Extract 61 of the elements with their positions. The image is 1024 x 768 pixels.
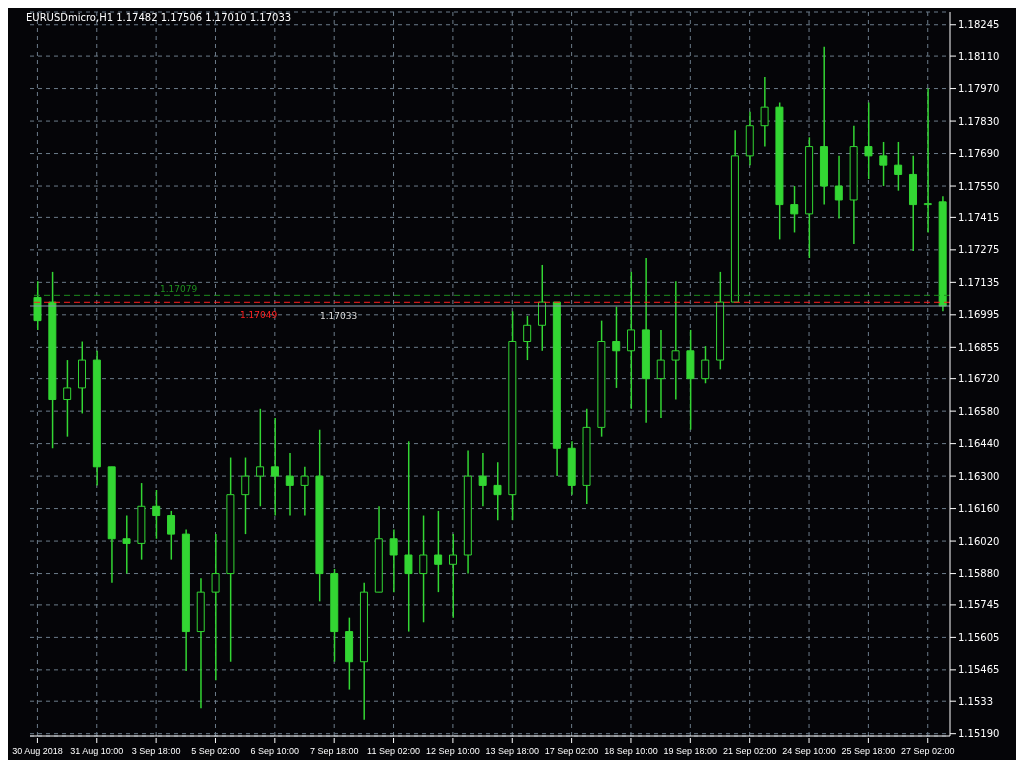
candlestick bbox=[908, 155, 917, 252]
y-tick-label: 1.15190 bbox=[958, 728, 1000, 740]
ref-line-label: 1.17033 bbox=[320, 311, 358, 322]
candlestick bbox=[122, 515, 131, 574]
candlestick bbox=[448, 534, 457, 618]
candlestick bbox=[641, 257, 650, 423]
candlestick bbox=[285, 452, 294, 516]
candlestick bbox=[834, 155, 843, 219]
y-tick-label: 1.16720 bbox=[958, 373, 1000, 385]
y-tick-label: 1.17415 bbox=[958, 211, 1000, 223]
candlestick bbox=[760, 76, 769, 147]
y-tick-label: 1.17550 bbox=[958, 180, 1000, 192]
candlestick bbox=[671, 281, 680, 400]
y-tick-label: 1.15745 bbox=[958, 599, 1000, 611]
chart-title: EURUSDmicro,H1 1.17482 1.17506 1.17010 1.17033 bbox=[26, 12, 292, 23]
y-tick-label: 1.15605 bbox=[958, 631, 1000, 643]
y-tick-label: 1.16300 bbox=[958, 470, 1000, 482]
x-tick-label: 11 Sep 02:00 bbox=[367, 746, 420, 756]
candlestick bbox=[656, 329, 665, 419]
y-tick-label: 1.17690 bbox=[958, 148, 1000, 160]
x-tick-label: 17 Sep 02:00 bbox=[544, 746, 599, 756]
candlestick bbox=[493, 462, 502, 521]
y-tick-label: 1.16160 bbox=[958, 503, 1000, 515]
y-tick-label: 1.16440 bbox=[958, 438, 1000, 450]
candlestick bbox=[196, 578, 205, 709]
y-tick-label: 1.17830 bbox=[958, 115, 1000, 127]
ref-line-label: 1.17079 bbox=[160, 284, 198, 295]
x-tick-label: 18 Sep 10:00 bbox=[604, 746, 658, 756]
candlestick bbox=[923, 88, 932, 233]
candlestick bbox=[478, 452, 487, 507]
y-tick-label: 1.17275 bbox=[958, 244, 1000, 256]
y-tick-label: 1.1533 bbox=[958, 695, 993, 707]
y-tick-label: 1.16580 bbox=[958, 405, 1000, 417]
candlestick bbox=[389, 529, 398, 593]
y-tick-label: 1.18245 bbox=[958, 19, 1000, 31]
y-tick-label: 1.16020 bbox=[958, 535, 1000, 547]
candlestick bbox=[211, 534, 220, 681]
x-tick-label: 13 Sep 18:00 bbox=[485, 746, 540, 756]
y-tick-label: 1.15880 bbox=[958, 568, 1000, 580]
x-tick-label: 21 Sep 02:00 bbox=[722, 746, 777, 756]
x-tick-label: 31 Aug 10:00 bbox=[70, 746, 124, 756]
x-tick-label: 12 Sep 10:00 bbox=[426, 746, 480, 756]
y-tick-label: 1.15465 bbox=[958, 664, 1000, 676]
x-tick-label: 19 Sep 18:00 bbox=[663, 746, 718, 756]
x-tick-label: 3 Sep 18:00 bbox=[131, 746, 181, 756]
x-tick-label: 24 Sep 10:00 bbox=[782, 746, 836, 756]
x-tick-label: 5 Sep 02:00 bbox=[191, 746, 240, 756]
y-tick-label: 1.16995 bbox=[958, 309, 1000, 321]
x-tick-label: 6 Sep 10:00 bbox=[250, 746, 300, 756]
y-tick-label: 1.16855 bbox=[958, 341, 1000, 353]
y-tick-label: 1.17135 bbox=[958, 276, 1000, 288]
x-tick-label: 25 Sep 18:00 bbox=[841, 746, 896, 756]
x-tick-label: 7 Sep 18:00 bbox=[309, 746, 359, 756]
x-tick-label: 30 Aug 2018 bbox=[12, 746, 63, 756]
candlestick bbox=[300, 466, 309, 516]
y-tick-label: 1.17970 bbox=[958, 83, 1000, 95]
y-tick-label: 1.18110 bbox=[958, 50, 1000, 62]
candlestick bbox=[270, 418, 279, 516]
ref-line-label: 1.17049 bbox=[240, 310, 278, 321]
candlestick bbox=[819, 46, 828, 205]
x-tick-label: 27 Sep 02:00 bbox=[900, 746, 955, 756]
